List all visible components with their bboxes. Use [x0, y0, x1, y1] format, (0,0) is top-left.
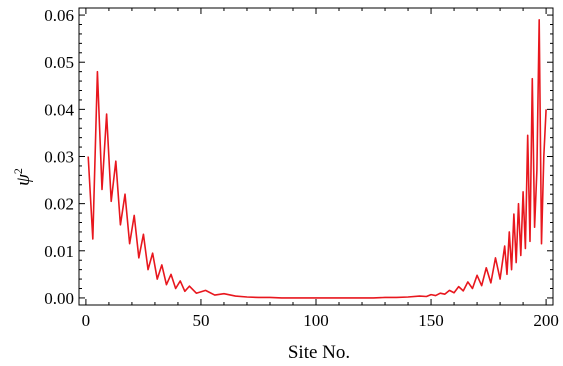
- y-tick-label: 0.06: [44, 6, 74, 25]
- series-line: [88, 20, 546, 298]
- y-tick-label: 0.05: [44, 53, 74, 72]
- y-tick-label: 0.04: [44, 100, 74, 119]
- y-axis-label: ψ2: [11, 168, 34, 186]
- x-tick-label: 150: [418, 311, 444, 330]
- y-tick-label: 0.01: [44, 242, 74, 261]
- x-tick-label: 200: [533, 311, 559, 330]
- x-tick-label: 50: [192, 311, 209, 330]
- y-tick-label: 0.03: [44, 148, 74, 167]
- plot-area: [88, 20, 546, 298]
- x-tick-label: 100: [303, 311, 329, 330]
- x-axis-label: Site No.: [288, 342, 350, 363]
- y-tick-label: 0.00: [44, 289, 74, 308]
- y-axis-label-exponent: 2: [11, 168, 25, 174]
- y-tick-label: 0.02: [44, 195, 74, 214]
- x-tick-label: 0: [82, 311, 91, 330]
- axes: 0 50 100 150 200 0.00 0.01 0.02 0.03 0.04 0.05 0.06: [44, 6, 559, 330]
